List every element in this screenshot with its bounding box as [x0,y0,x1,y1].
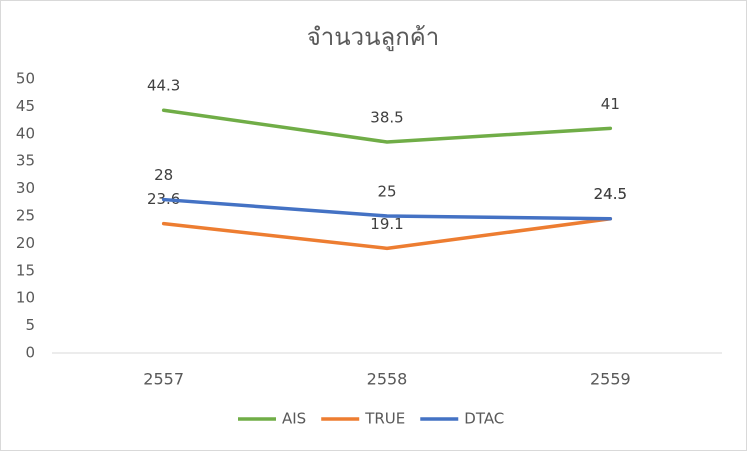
y-tick-label: 40 [16,124,35,142]
data-label: 28 [154,166,173,184]
y-tick-label: 45 [16,97,35,115]
data-label: 24.5 [594,185,627,203]
y-tick-label: 0 [25,344,35,362]
y-tick-label: 20 [16,234,35,252]
y-tick-label: 5 [25,316,35,334]
data-label: 38.5 [370,109,403,127]
data-label: 24.5 [594,185,627,203]
y-tick-label: 10 [16,289,35,307]
data-label: 19.1 [370,215,403,233]
y-tick-label: 25 [16,207,35,225]
y-tick-label: 50 [16,70,35,88]
legend-label: DTAC [464,410,504,428]
data-label: 44.3 [147,77,180,95]
x-tick-label: 2559 [590,370,631,389]
data-label: 25 [377,183,396,201]
y-tick-label: 15 [16,261,35,279]
series-line [161,216,613,251]
chart-title: จำนวนลูกค้า [307,23,440,52]
legend-label: TRUE [364,410,405,428]
series-line [161,197,613,221]
x-tick-label: 2557 [143,370,184,389]
y-tick-label: 35 [16,152,35,170]
series-line [161,108,613,144]
y-tick-label: 30 [16,179,35,197]
legend-label: AIS [282,410,306,428]
data-label: 41 [601,95,620,113]
x-tick-label: 2558 [367,370,408,389]
